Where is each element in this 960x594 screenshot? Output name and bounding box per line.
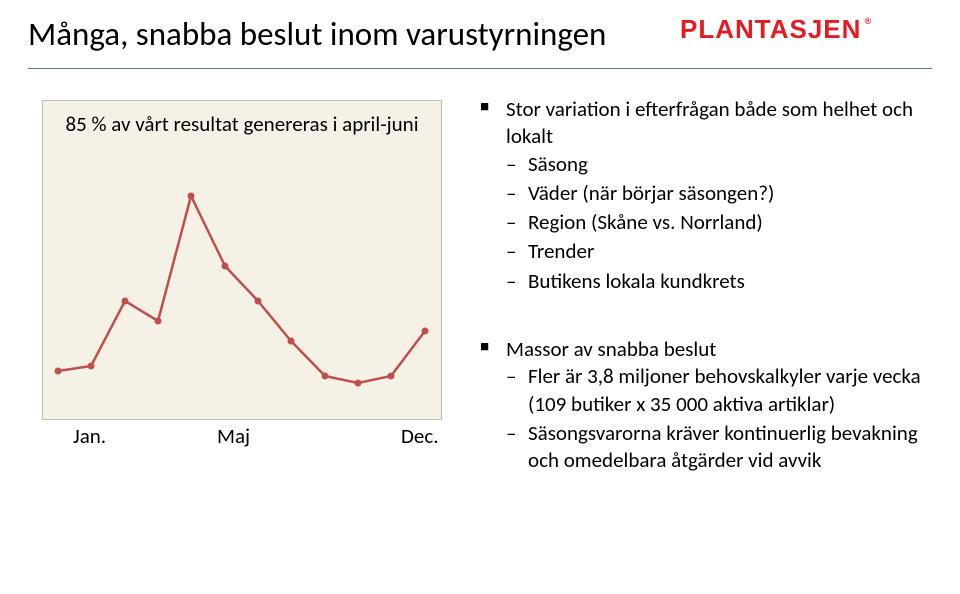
sub-bullet-item: Säsongsvarorna kräver kontinuerlig bevak… bbox=[506, 420, 940, 475]
sub-bullet-item: Fler är 3,8 miljoner behovskalkyler varj… bbox=[506, 363, 940, 418]
bullet-item: ■ Massor av snabba beslut Fler är 3,8 mi… bbox=[480, 336, 940, 474]
square-bullet-icon: ■ bbox=[480, 98, 489, 118]
chart-container: 85 % av vårt resultat genereras i april-… bbox=[42, 100, 442, 420]
logo-registered: ® bbox=[864, 16, 872, 26]
logo-text: PLANTASJEN bbox=[680, 14, 861, 44]
slide: Många, snabba beslut inom varustyrningen… bbox=[0, 0, 960, 594]
sub-bullet-list-top: SäsongVäder (när börjar säsongen?)Region… bbox=[506, 151, 940, 295]
sub-bullet-item: Trender bbox=[506, 238, 940, 265]
sub-bullet-item: Väder (när börjar säsongen?) bbox=[506, 180, 940, 207]
brand-logo: PLANTASJEN® bbox=[680, 14, 869, 45]
sub-bullet-item: Region (Skåne vs. Norrland) bbox=[506, 209, 940, 236]
bullet-text: Massor av snabba beslut bbox=[506, 336, 716, 362]
chart-x-label: Jan. bbox=[73, 423, 106, 449]
bullet-item: ■ Stor variation i efterfrågan både som … bbox=[480, 96, 940, 295]
page-title: Många, snabba beslut inom varustyrningen bbox=[28, 14, 606, 54]
sub-bullet-item: Säsong bbox=[506, 151, 940, 178]
title-divider bbox=[28, 68, 932, 69]
sub-bullet-item: Butikens lokala kundkrets bbox=[506, 268, 940, 295]
bullet-section-top: ■ Stor variation i efterfrågan både som … bbox=[480, 96, 940, 299]
bullet-section-bottom: ■ Massor av snabba beslut Fler är 3,8 mi… bbox=[480, 336, 940, 478]
square-bullet-icon: ■ bbox=[480, 338, 489, 358]
chart-x-label: Maj bbox=[217, 423, 250, 449]
sub-bullet-list-bottom: Fler är 3,8 miljoner behovskalkyler varj… bbox=[506, 363, 940, 474]
chart-caption: 85 % av vårt resultat genereras i april-… bbox=[43, 111, 441, 137]
bullet-text: Stor variation i efterfrågan både som he… bbox=[506, 96, 913, 149]
chart-x-axis-labels: Jan. Maj Dec. bbox=[43, 423, 441, 449]
chart-x-label: Dec. bbox=[401, 423, 439, 449]
line-chart bbox=[53, 161, 433, 401]
